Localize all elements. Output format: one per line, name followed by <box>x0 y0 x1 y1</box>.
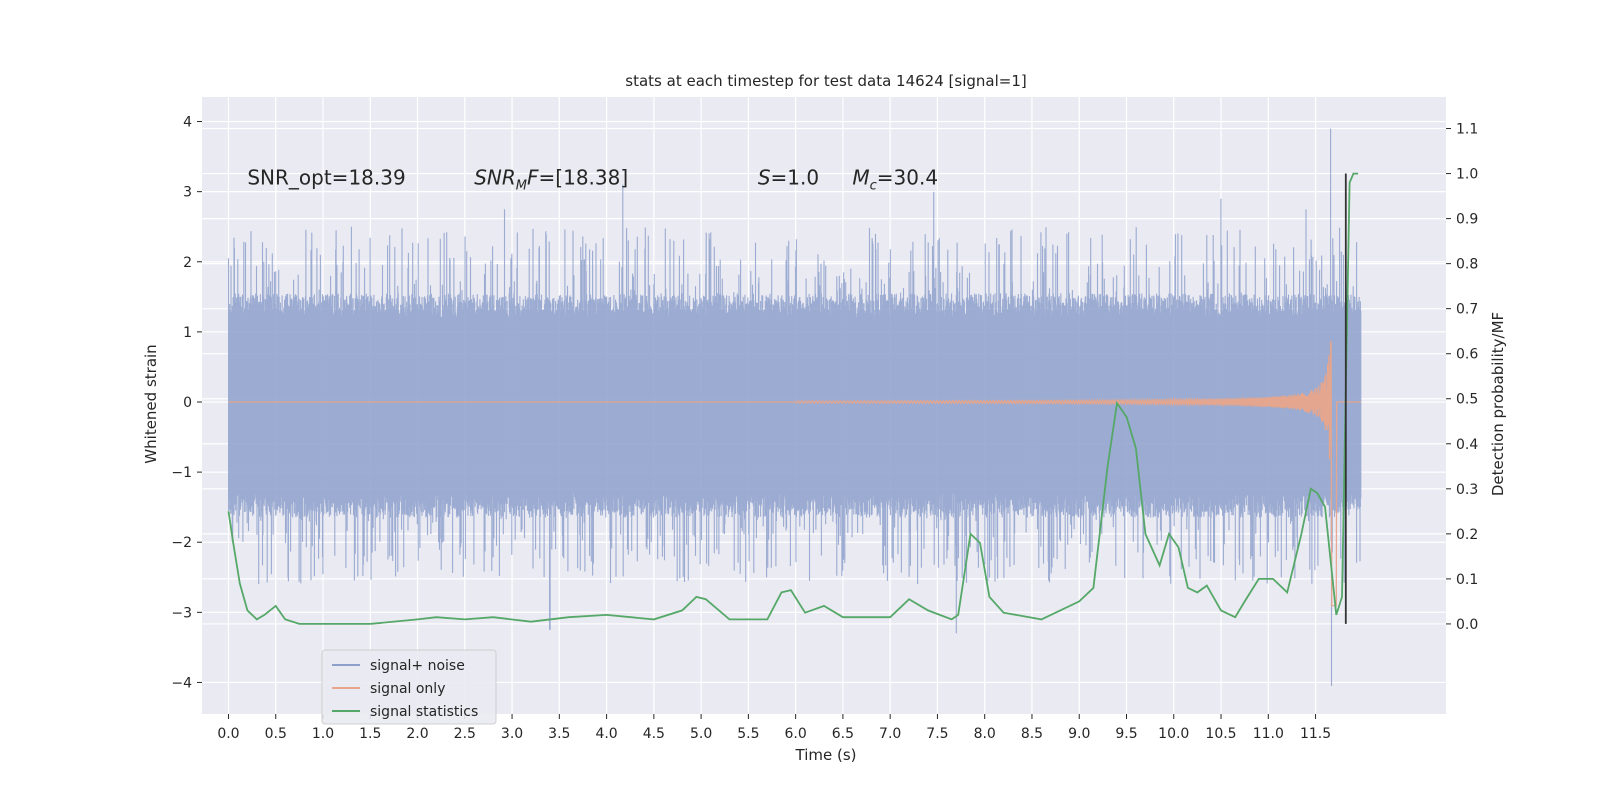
y-right-tick-label: 0.6 <box>1456 347 1478 363</box>
y-right-tick-label: 1.1 <box>1456 122 1478 138</box>
x-tick-label: 10.5 <box>1205 726 1236 742</box>
y-tick-label: 3 <box>183 185 192 201</box>
y-right-tick-label: 0.3 <box>1456 482 1478 498</box>
y-tick-label: 4 <box>183 115 192 131</box>
x-tick-label: 9.5 <box>1115 726 1137 742</box>
y-right-tick-label: 0.1 <box>1456 572 1478 588</box>
y-tick-label: −1 <box>171 465 192 481</box>
y-right-tick-label: 0.9 <box>1456 212 1478 228</box>
legend: signal+ noise signal only signal statistic… <box>321 649 497 725</box>
y-tick-label: 0 <box>183 395 192 411</box>
x-tick-label: 6.0 <box>785 726 807 742</box>
annotation-4: Mc=30.4 <box>852 166 938 194</box>
x-tick-label: 0.5 <box>265 726 287 742</box>
x-tick-label: 1.0 <box>312 726 334 742</box>
y-right-tick-label: 1.0 <box>1456 167 1478 183</box>
series-signal-only <box>228 340 1361 607</box>
x-tick-label: 2.5 <box>454 726 476 742</box>
x-tick-label: 11.5 <box>1300 726 1331 742</box>
x-tick-label: 1.5 <box>359 726 381 742</box>
legend-box <box>321 649 497 725</box>
x-tick-label: 3.0 <box>501 726 523 742</box>
x-tick-label: 10.0 <box>1158 726 1189 742</box>
legend-label-1: signal+ noise <box>370 658 465 674</box>
y-tick-label: −3 <box>171 605 192 621</box>
series-signal-statistics <box>227 172 1359 625</box>
y-right-tick-label: 0.5 <box>1456 392 1478 408</box>
x-tick-label: 4.0 <box>595 726 617 742</box>
x-tick-label: 0.0 <box>217 726 239 742</box>
y-tick-label: −2 <box>171 535 192 551</box>
legend-label-3: signal statistics <box>370 704 478 720</box>
x-axis-label: Time (s) <box>795 746 857 764</box>
x-tick-label: 8.5 <box>1021 726 1043 742</box>
y-tick-label: 2 <box>183 255 192 271</box>
y-axis-label: Whitened strain <box>142 344 160 463</box>
legend-label-2: signal only <box>370 681 445 697</box>
x-tick-label: 4.5 <box>643 726 665 742</box>
chart-title: stats at each timestep for test data 146… <box>625 72 1026 90</box>
annotation-1: SNR_opt=18.39 <box>247 166 405 190</box>
y-tick-label: −4 <box>171 675 192 691</box>
x-tick-label: 7.5 <box>926 726 948 742</box>
x-tick-label: 3.5 <box>548 726 570 742</box>
y-right-tick-label: 0.2 <box>1456 527 1478 543</box>
y-right-tick-label: 0.7 <box>1456 302 1478 318</box>
x-tick-label: 11.0 <box>1253 726 1284 742</box>
annotation-2: SNRMF=[18.38] <box>474 166 628 194</box>
right-y-axis-label: Detection probability/MF <box>1489 312 1507 496</box>
x-tick-label: 7.0 <box>879 726 901 742</box>
x-tick-label: 5.0 <box>690 726 712 742</box>
y-right-tick-label: 0.0 <box>1456 617 1478 633</box>
x-tick-label: 9.0 <box>1068 726 1090 742</box>
y-right-tick-label: 0.8 <box>1456 257 1478 273</box>
x-tick-label: 8.0 <box>974 726 996 742</box>
y-tick-label: 1 <box>183 325 192 341</box>
x-tick-label: 5.5 <box>737 726 759 742</box>
annotation-3: S=1.0 <box>758 166 819 190</box>
x-tick-label: 2.0 <box>406 726 428 742</box>
y-right-tick-label: 0.4 <box>1456 437 1478 453</box>
x-tick-label: 6.5 <box>832 726 854 742</box>
